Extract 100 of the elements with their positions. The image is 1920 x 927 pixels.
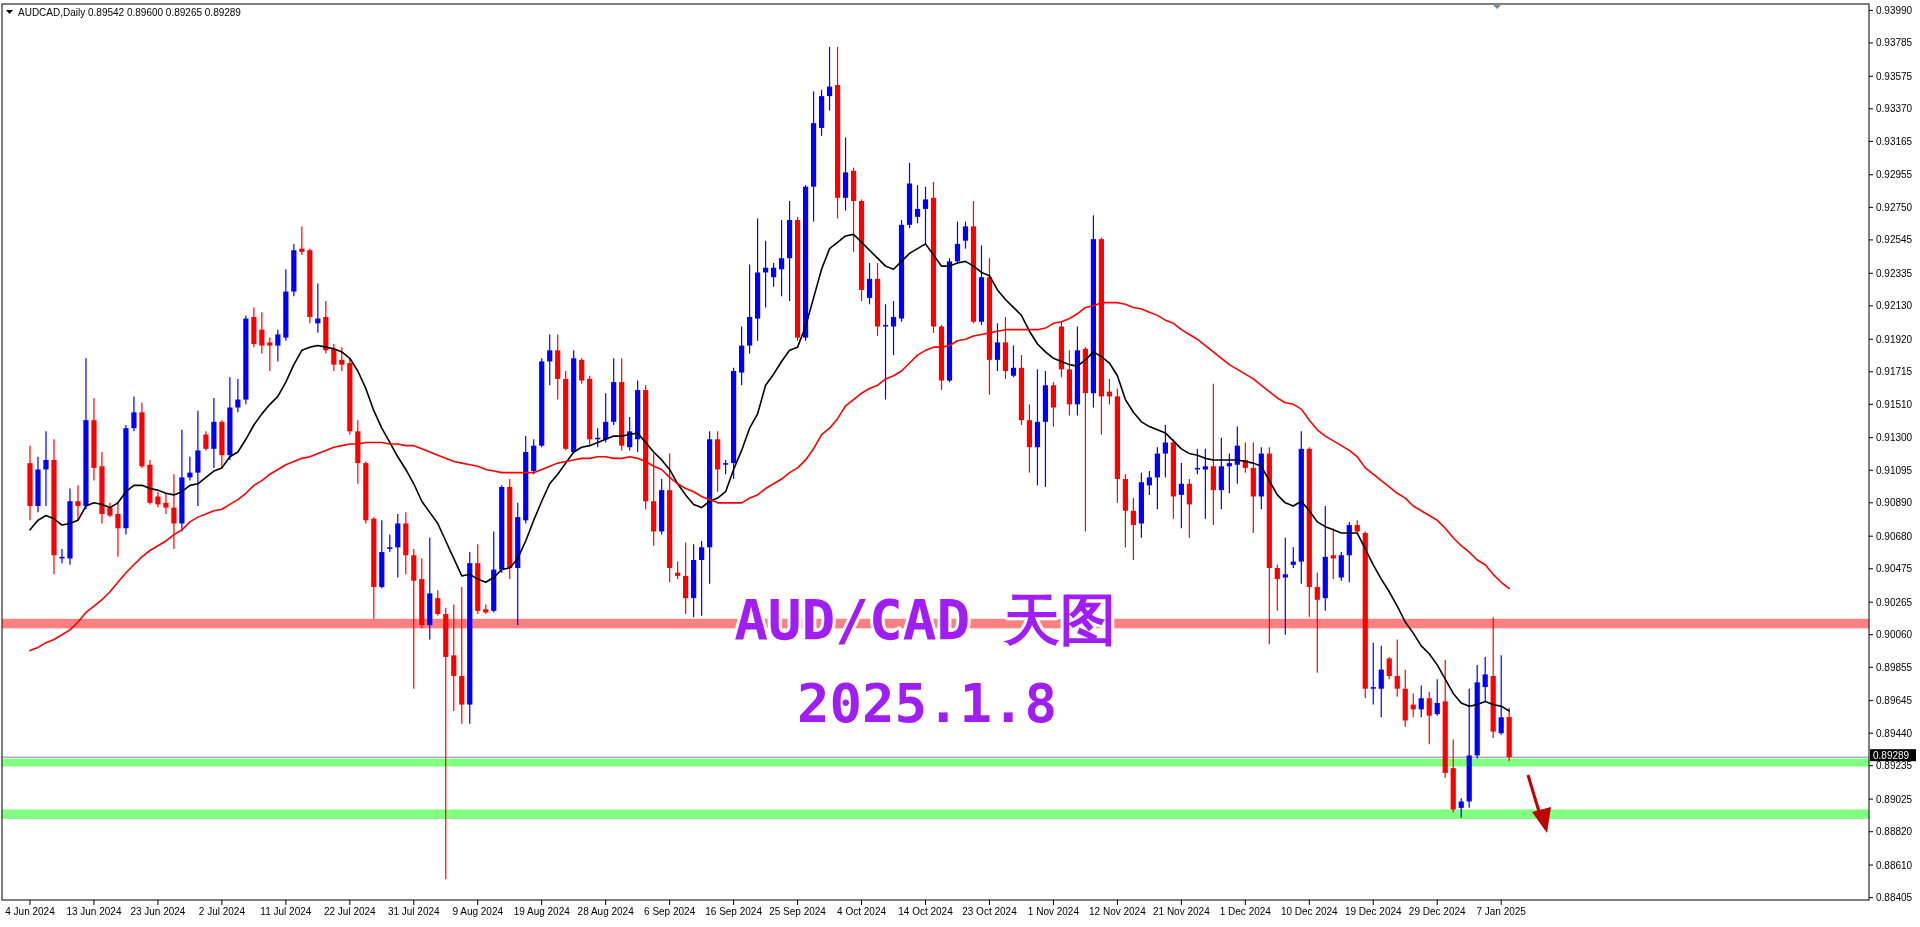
y-tick-label: 0.90890 <box>1876 497 1913 509</box>
x-tick-label: 13 Jun 2024 <box>66 906 122 917</box>
candlestick <box>1146 470 1152 496</box>
candlestick <box>1154 446 1160 510</box>
x-tick-label: 25 Sep 2024 <box>769 906 827 917</box>
x-tick-label: 2 Jul 2024 <box>198 906 246 917</box>
candlestick <box>1314 572 1320 674</box>
x-tick-label: 28 Aug 2024 <box>577 906 635 917</box>
x-tick-label: 6 Sep 2024 <box>644 906 696 917</box>
candlestick <box>1162 424 1168 479</box>
y-tick-label: 0.89645 <box>1876 695 1913 707</box>
candlestick <box>131 395 137 432</box>
x-tick-label: 22 Jul 2024 <box>323 906 377 917</box>
candlestick <box>1210 383 1216 526</box>
x-tick-label: 23 Oct 2024 <box>962 906 1018 917</box>
x-tick-label: 29 Dec 2024 <box>1408 906 1467 917</box>
candlestick <box>331 343 337 372</box>
annotation: 2025.1.8 <box>796 672 1058 735</box>
candlestick <box>778 219 785 297</box>
y-tick-label: 0.90060 <box>1876 629 1913 641</box>
y-tick-label: 0.93990 <box>1876 4 1913 16</box>
candlestick <box>339 346 345 372</box>
y-tick-label: 0.88405 <box>1876 892 1913 904</box>
x-tick-label: 11 Jul 2024 <box>260 906 312 917</box>
candlestick <box>435 589 441 617</box>
candlestick <box>43 430 49 507</box>
candlestick <box>195 410 201 507</box>
y-tick-label: 0.92130 <box>1876 300 1913 312</box>
y-tick-label: 0.88820 <box>1876 826 1913 838</box>
candlestick <box>1370 642 1376 706</box>
candlestick <box>994 322 1001 372</box>
candlestick <box>866 262 873 305</box>
y-tick-label: 0.93575 <box>1876 70 1913 82</box>
candlestick <box>1282 537 1288 636</box>
candlestick <box>1394 638 1400 698</box>
x-tick-label: 21 Nov 2024 <box>1153 906 1211 917</box>
candlestick <box>1178 462 1184 529</box>
x-tick-label: 4 Oct 2024 <box>837 906 887 917</box>
candlestick <box>1186 478 1192 539</box>
candlestick <box>1130 497 1136 561</box>
y-tick-label: 0.92955 <box>1876 169 1913 181</box>
y-tick-label: 0.91300 <box>1876 432 1913 444</box>
y-tick-label: 0.91095 <box>1876 464 1913 476</box>
ref-line-label: 0.89289 <box>1873 749 1910 761</box>
candlestick <box>1274 564 1280 612</box>
y-tick-label: 0.93370 <box>1876 103 1913 115</box>
x-tick-label: 7 Jan 2025 <box>1476 906 1527 917</box>
x-tick-label: 4 Jun 2024 <box>5 906 56 917</box>
candlestick <box>914 184 921 224</box>
candlestick <box>75 484 81 521</box>
y-tick-label: 0.89025 <box>1876 793 1913 805</box>
y-tick-label: 0.89440 <box>1876 727 1913 739</box>
candlestick <box>547 333 553 386</box>
x-tick-label: 12 Nov 2024 <box>1089 906 1147 917</box>
x-tick-label: 31 Jul 2024 <box>387 906 441 917</box>
y-tick-label: 0.90265 <box>1876 596 1913 608</box>
candlestick <box>954 221 961 264</box>
candlestick <box>890 300 897 356</box>
candlestick <box>1010 344 1017 378</box>
candlestick <box>275 329 281 363</box>
candlestick <box>1426 691 1432 745</box>
candlestick <box>1434 678 1440 717</box>
candlestick <box>579 357 585 385</box>
y-tick-label: 0.92545 <box>1876 234 1913 246</box>
y-tick-label: 0.89855 <box>1876 661 1913 673</box>
candlestick <box>603 392 609 444</box>
candlestick <box>115 502 121 558</box>
x-tick-label: 23 Jun 2024 <box>130 906 186 917</box>
candlestick <box>1482 656 1488 703</box>
x-tick-label: 1 Nov 2024 <box>1027 906 1080 917</box>
candlestick <box>683 541 689 615</box>
candlestick <box>962 221 969 250</box>
candlestick <box>699 540 705 617</box>
candlestick <box>1458 797 1464 818</box>
x-tick-label: 16 Sep 2024 <box>705 906 763 917</box>
candlestick <box>922 186 929 245</box>
candlestick <box>1418 684 1424 718</box>
candlestick <box>1378 645 1384 718</box>
y-tick-label: 0.93785 <box>1876 37 1913 49</box>
y-tick-label: 0.91920 <box>1876 333 1913 345</box>
x-tick-label: 9 Aug 2024 <box>452 906 504 917</box>
candlestick <box>451 603 457 712</box>
candlestick <box>826 46 833 112</box>
y-tick-label: 0.89235 <box>1876 760 1913 772</box>
x-tick-label: 1 Dec 2024 <box>1219 906 1272 917</box>
candlestick <box>1386 656 1392 680</box>
candlestick <box>770 262 777 288</box>
x-tick-label: 19 Dec 2024 <box>1344 906 1403 917</box>
x-tick-label: 14 Oct 2024 <box>898 906 954 917</box>
y-tick-label: 0.88610 <box>1876 859 1913 871</box>
y-tick-label: 0.91715 <box>1876 366 1913 378</box>
candlestick <box>1338 551 1344 582</box>
x-tick-label: 19 Aug 2024 <box>513 906 571 917</box>
candlestick <box>395 513 401 579</box>
y-tick-label: 0.90475 <box>1876 563 1913 575</box>
candlestick <box>203 430 209 452</box>
y-tick-label: 0.92335 <box>1876 267 1913 279</box>
y-tick-label: 0.91510 <box>1876 398 1913 410</box>
candlestick <box>163 492 169 515</box>
candlestick <box>171 473 177 550</box>
